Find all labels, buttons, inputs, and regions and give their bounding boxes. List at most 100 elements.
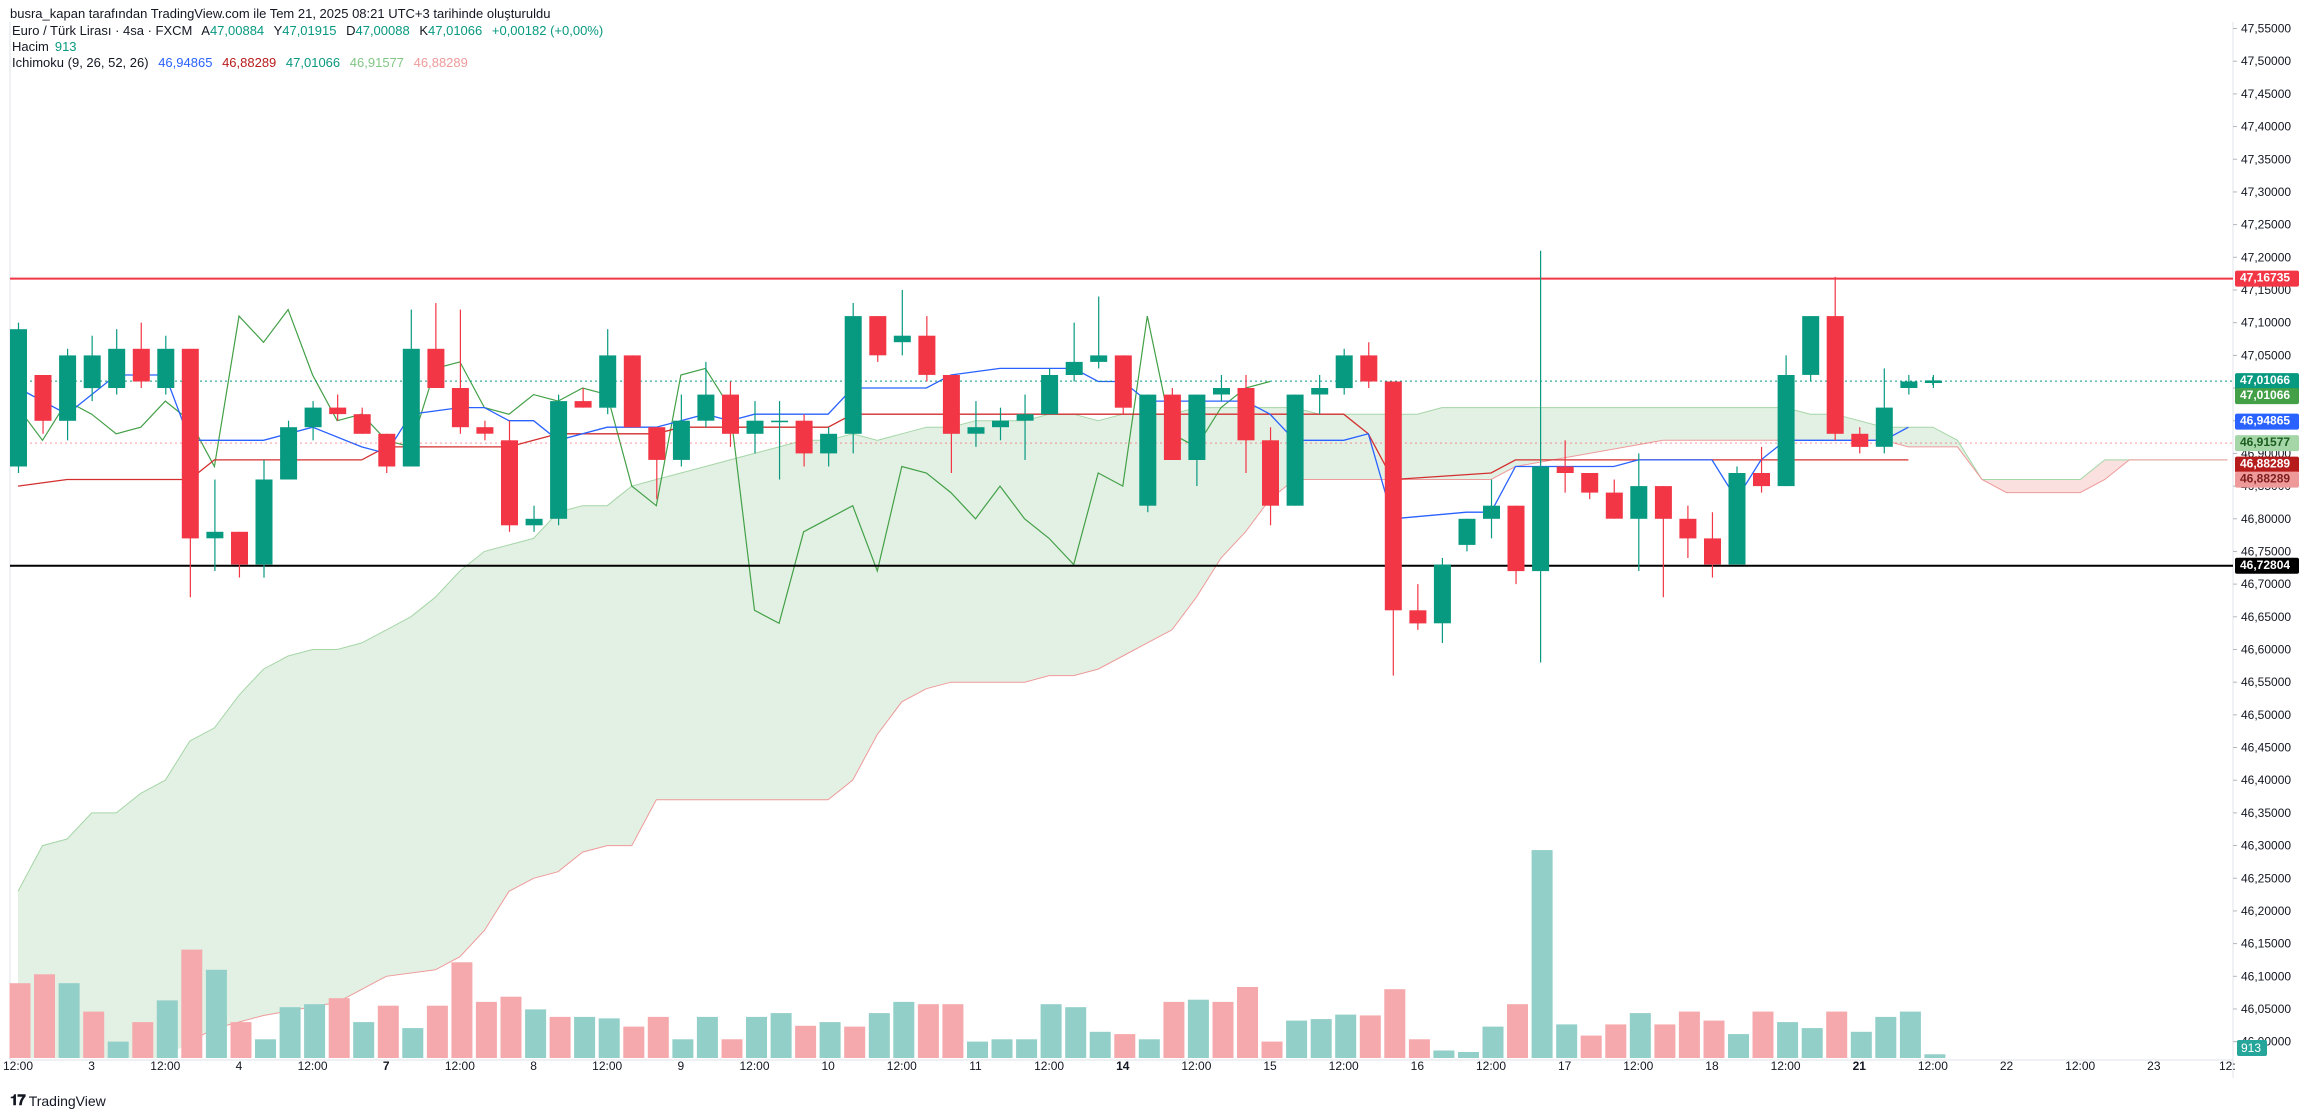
time-tick-label: 12:00 [1329,1059,1359,1073]
time-tick-label: 14 [1116,1059,1130,1073]
price-label-badge [2235,270,2299,287]
candle-body [844,316,862,434]
volume-bar [1752,1011,1774,1058]
candle-body [1851,433,1869,447]
candle-body [427,348,445,388]
time-tick-label: 12:00 [739,1059,769,1073]
candle-body [525,518,543,526]
volume-bar [1482,1026,1504,1058]
candle-body [771,420,789,423]
volume-bar [549,1016,571,1058]
time-tick-label: 18 [1705,1059,1719,1073]
symbol-name[interactable]: Euro / Türk Lirası · 4sa · FXCM [12,23,193,38]
tradingview-logo-text: TradingView [28,1092,106,1109]
low-value: 47,00088 [355,23,410,38]
candle-body [157,348,175,388]
price-tick-label: 47,45000 [2241,87,2291,101]
cloud-bullish-fill [18,407,2228,1059]
candle-body [1507,505,1525,572]
tradingview-logo-icon: 𝟏𝟕 [10,1092,26,1109]
candle-body [83,355,101,389]
candle-body [1900,381,1918,388]
candle-body [1262,440,1279,506]
volume-indicator-value: 913 [54,39,77,54]
candle-body [722,394,739,434]
volume-bar [1163,1001,1185,1058]
volume-bar [623,1026,645,1058]
volume-bar [1114,1034,1136,1058]
volume-bar [746,1016,767,1058]
volume-bar [451,962,473,1058]
candle-body [550,401,568,519]
volume-bar [230,1022,252,1058]
candle-body [574,401,592,408]
candle-body [1139,394,1157,506]
volume-bar [795,1025,817,1058]
candle-body [1777,375,1795,487]
candle-body [1704,538,1721,565]
volume-bar [255,1039,276,1058]
volume-bar [328,998,350,1058]
ichimoku-cloud [17,407,2228,1059]
candle-body [746,420,764,434]
volume-bar [672,1039,694,1058]
candle-body [451,388,469,428]
time-tick-label: 12:00 [887,1059,917,1073]
candle-body [599,355,617,408]
volume-bar [1531,850,1553,1058]
candle-body [1384,381,1402,611]
volume-bar [353,1022,375,1058]
candle-body [1826,316,1844,434]
volume-bar [1654,1024,1676,1058]
candle-body [1065,361,1083,375]
volume-bar [1187,999,1209,1058]
tradingview-logo[interactable]: 𝟏𝟕 TradingView [10,1092,106,1109]
volume-bar [34,974,55,1058]
volume-bar [1728,1034,1749,1058]
ichimoku-legend[interactable]: Ichimoku (9, 26, 52, 26) 46,94865 46,882… [12,55,468,70]
candle-body [501,440,518,526]
price-tick-label: 47,55000 [2241,22,2291,36]
price-tick-label: 47,30000 [2241,185,2291,199]
price-tick-label: 46,05000 [2241,1002,2291,1016]
volume-legend[interactable]: Hacim 913 [12,39,77,54]
price-label-text: 46,94865 [2240,414,2290,428]
time-tick-label: 16 [1411,1059,1425,1073]
volume-bar [1678,1011,1700,1058]
volume-bar [1408,1039,1430,1058]
candle-body [181,348,199,539]
volume-bar [1016,1039,1038,1058]
volume-bar [1580,1035,1602,1058]
candle-body [353,414,371,434]
candle-body [1458,518,1476,545]
time-tick-label: 7 [383,1059,390,1073]
volume-bar [1237,987,1258,1058]
price-tick-label: 47,20000 [2241,250,2291,264]
volume-bar [917,1004,939,1058]
candle-body [304,407,322,428]
volume-bar [1286,1020,1308,1058]
volume-bar [156,1000,178,1058]
candle-body [1237,388,1255,441]
price-label-badge [2235,388,2299,405]
price-tick-label: 47,40000 [2241,120,2291,134]
candle-body [820,433,838,454]
candle-body [1679,518,1697,539]
candle-body [992,420,1009,428]
candle-body [329,407,347,415]
candle-body [1286,394,1304,506]
volume-bar [991,1039,1013,1058]
price-tick-label: 46,55000 [2241,675,2291,689]
time-tick-label: 12:00 [150,1059,180,1073]
candle-body [1163,394,1181,460]
volume-bar [1458,1052,1479,1058]
volume-bar [132,1022,154,1058]
price-labels: 47,1673547,0106603:38:0947,0106646,94865… [2235,270,2299,574]
volume-bar [647,1016,669,1058]
candle-body [967,427,985,434]
volume-bar [967,1041,988,1058]
time-tick-label: 12:00 [1918,1059,1948,1073]
candle-body [1114,355,1132,408]
time-tick-label: 21 [1853,1059,1867,1073]
